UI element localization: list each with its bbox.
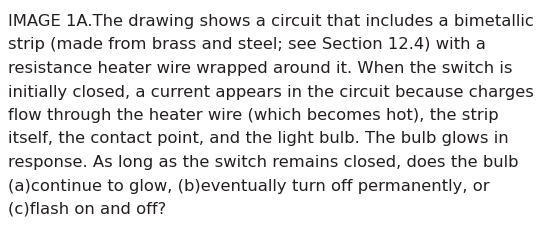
- Text: flow through the heater wire (which becomes hot), the strip: flow through the heater wire (which beco…: [8, 108, 499, 123]
- Text: response. As long as the switch remains closed, does the bulb: response. As long as the switch remains …: [8, 154, 518, 169]
- Text: itself, the contact point, and the light bulb. The bulb glows in: itself, the contact point, and the light…: [8, 131, 509, 146]
- Text: IMAGE 1A.The drawing shows a circuit that includes a bimetallic: IMAGE 1A.The drawing shows a circuit tha…: [8, 14, 534, 29]
- Text: initially closed, a current appears in the circuit because charges: initially closed, a current appears in t…: [8, 84, 534, 99]
- Text: (c)flash on and off?: (c)flash on and off?: [8, 201, 166, 216]
- Text: resistance heater wire wrapped around it. When the switch is: resistance heater wire wrapped around it…: [8, 61, 512, 76]
- Text: strip (made from brass and steel; see Section 12.4) with a: strip (made from brass and steel; see Se…: [8, 37, 486, 52]
- Text: (a)continue to glow, (b)eventually turn off permanently, or: (a)continue to glow, (b)eventually turn …: [8, 178, 489, 193]
